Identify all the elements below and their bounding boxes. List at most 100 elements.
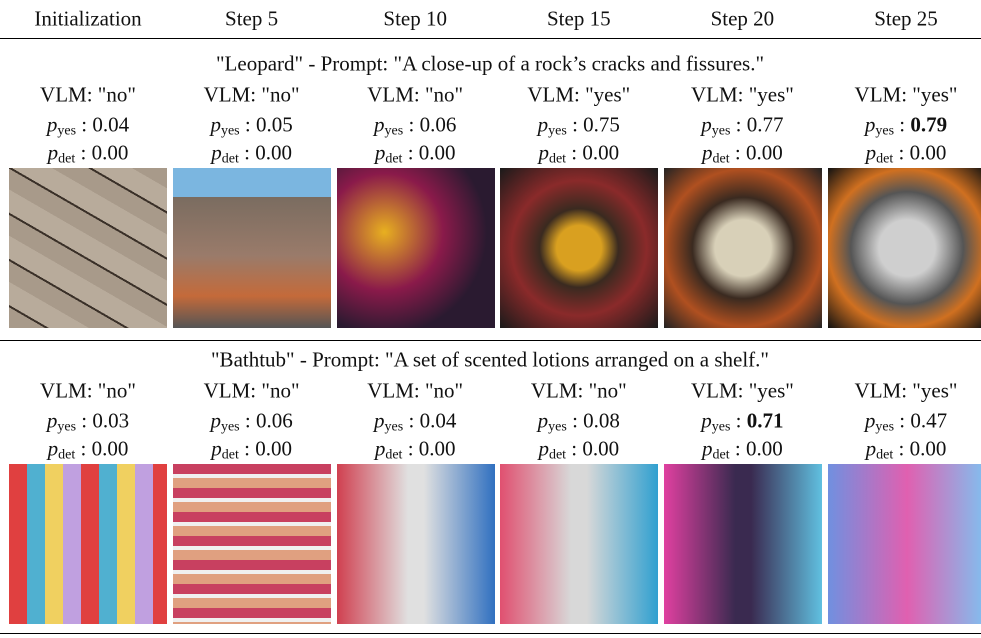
separator: :: [899, 409, 905, 433]
subscript: yes: [548, 420, 567, 435]
separator: :: [408, 113, 414, 137]
vlm-answer: VLM: "yes": [691, 83, 794, 108]
symbol: p: [538, 141, 549, 165]
prob-value: 0.06: [256, 409, 293, 433]
prob-value: 0.05: [256, 113, 293, 137]
separator: :: [899, 437, 905, 461]
symbol: p: [701, 409, 712, 433]
vlm-answer: VLM: "no": [204, 379, 300, 404]
subscript: yes: [221, 420, 240, 435]
prob-value: 0.00: [255, 437, 292, 461]
bottom-rule: [0, 633, 981, 634]
prob-value: 0.06: [420, 113, 457, 137]
prob-value: 0.00: [910, 141, 947, 165]
subscript: det: [58, 448, 75, 463]
separator: :: [245, 113, 251, 137]
prob-cell: pyes : 0.75: [538, 113, 620, 140]
prob-value: 0.79: [910, 113, 947, 137]
prob-cell: pyes : 0.03: [47, 409, 129, 436]
prob-cell: pyes : 0.06: [210, 409, 292, 436]
image: [173, 168, 331, 328]
separator: :: [736, 113, 742, 137]
prob-cell: pdet : 0.00: [702, 141, 783, 168]
symbol: p: [48, 141, 59, 165]
separator: :: [736, 409, 742, 433]
subscript: yes: [385, 420, 404, 435]
symbol: p: [210, 113, 221, 137]
subscript: yes: [548, 124, 567, 139]
subscript: det: [549, 152, 566, 167]
symbol: p: [866, 437, 877, 461]
image: [9, 168, 167, 328]
symbol: p: [374, 113, 385, 137]
vlm-answer: VLM: "no": [367, 379, 463, 404]
prob-cell: pyes : 0.77: [701, 113, 783, 140]
section-rule: [0, 340, 981, 341]
symbol: p: [702, 141, 713, 165]
column-header: Step 20: [711, 7, 775, 32]
prob-cell: pdet : 0.00: [48, 437, 129, 464]
prob-cell: pdet : 0.00: [538, 437, 619, 464]
symbol: p: [211, 437, 222, 461]
vlm-answer: VLM: "yes": [527, 83, 630, 108]
subscript: det: [713, 152, 730, 167]
prob-value: 0.00: [582, 141, 619, 165]
subscript: det: [222, 448, 239, 463]
separator: :: [408, 437, 414, 461]
prob-value: 0.00: [746, 437, 783, 461]
symbol: p: [374, 409, 385, 433]
prob-value: 0.00: [92, 141, 129, 165]
prob-value: 0.77: [747, 113, 784, 137]
separator: :: [81, 113, 87, 137]
separator: :: [899, 113, 905, 137]
prob-value: 0.04: [92, 113, 129, 137]
symbol: p: [375, 437, 386, 461]
image: [664, 464, 822, 624]
image: [337, 464, 495, 624]
prob-value: 0.00: [419, 437, 456, 461]
subscript: det: [222, 152, 239, 167]
separator: :: [244, 141, 250, 165]
subscript: yes: [385, 124, 404, 139]
symbol: p: [211, 141, 222, 165]
prob-cell: pyes : 0.47: [865, 409, 947, 436]
subscript: det: [549, 448, 566, 463]
column-header: Initialization: [34, 7, 141, 32]
subscript: yes: [712, 124, 731, 139]
prob-cell: pdet : 0.00: [375, 437, 456, 464]
prob-value: 0.00: [92, 437, 129, 461]
separator: :: [572, 113, 578, 137]
prob-cell: pdet : 0.00: [211, 437, 292, 464]
separator: :: [245, 409, 251, 433]
prob-cell: pdet : 0.00: [702, 437, 783, 464]
subscript: det: [385, 152, 402, 167]
image: [828, 168, 981, 328]
prob-cell: pdet : 0.00: [866, 437, 947, 464]
prob-cell: pyes : 0.79: [865, 113, 947, 140]
symbol: p: [48, 437, 59, 461]
prob-cell: pdet : 0.00: [866, 141, 947, 168]
vlm-answer: VLM: "no": [531, 379, 627, 404]
separator: :: [81, 409, 87, 433]
subscript: det: [876, 448, 893, 463]
prob-cell: pdet : 0.00: [375, 141, 456, 168]
separator: :: [571, 141, 577, 165]
vlm-answer: VLM: "no": [40, 83, 136, 108]
prob-value: 0.71: [747, 409, 784, 433]
image: [173, 464, 331, 624]
separator: :: [735, 141, 741, 165]
separator: :: [571, 437, 577, 461]
subscript: det: [876, 152, 893, 167]
image: [828, 464, 981, 624]
section-title: "Bathtub" - Prompt: "A set of scented lo…: [211, 348, 769, 373]
symbol: p: [866, 141, 877, 165]
vlm-answer: VLM: "no": [367, 83, 463, 108]
symbol: p: [538, 409, 549, 433]
subscript: yes: [221, 124, 240, 139]
prob-value: 0.03: [92, 409, 129, 433]
vlm-answer: VLM: "yes": [855, 379, 958, 404]
prob-cell: pyes : 0.71: [701, 409, 783, 436]
subscript: det: [385, 448, 402, 463]
vlm-answer: VLM: "yes": [855, 83, 958, 108]
image: [500, 464, 658, 624]
